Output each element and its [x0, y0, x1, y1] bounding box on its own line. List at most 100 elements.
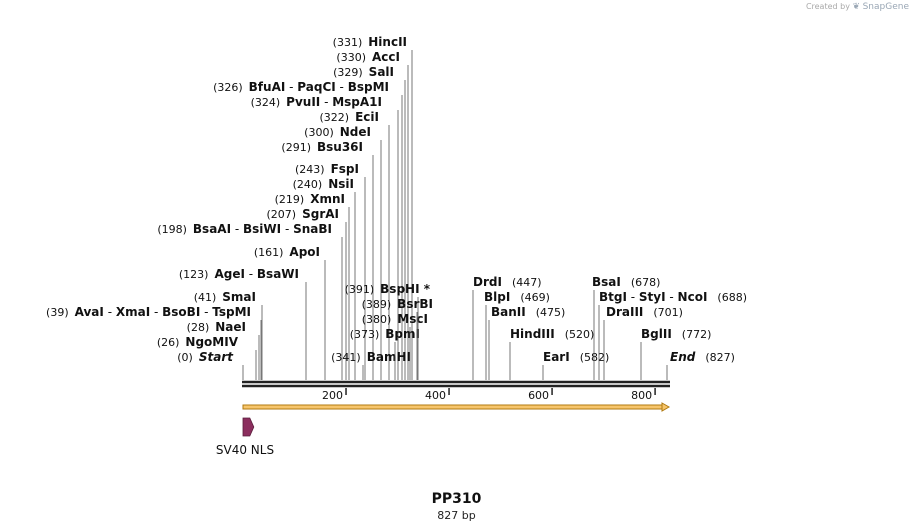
- enzyme-name: BfuAI: [249, 80, 286, 94]
- site-names: BsaAI - BsiWI - SnaBI: [193, 222, 332, 236]
- enzyme-name: PaqCI: [297, 80, 335, 94]
- restriction-site[interactable]: MscI (380): [362, 312, 428, 380]
- restriction-site[interactable]: DrdI (447): [472, 275, 542, 380]
- enzyme-name: AvaI: [75, 305, 104, 319]
- ruler-tick-label: 600: [528, 389, 549, 402]
- site-position: (373): [350, 328, 380, 341]
- enzyme-name: MspA1I: [332, 95, 382, 109]
- snapgene-logo-icon: ❦: [852, 2, 861, 12]
- restriction-site[interactable]: BglII (772): [640, 327, 711, 380]
- restriction-site[interactable]: PvuII - MspA1I (324): [251, 95, 399, 380]
- site-position: (198): [157, 223, 187, 236]
- restriction-site[interactable]: HincII (331): [333, 35, 413, 380]
- restriction-site[interactable]: BsrBI (389): [362, 297, 433, 380]
- site-position: (123): [179, 268, 209, 281]
- restriction-site[interactable]: NsiI (240): [293, 177, 356, 380]
- enzyme-name: PvuII: [286, 95, 320, 109]
- site-names: End: [670, 350, 696, 364]
- restriction-site[interactable]: NaeI (28): [187, 320, 260, 380]
- site-position: (447): [512, 276, 542, 289]
- enzyme-name: NsiI: [328, 177, 354, 191]
- site-position: (300): [304, 126, 334, 139]
- restriction-site[interactable]: BsaI (678): [592, 275, 660, 380]
- enzyme-name: SmaI: [222, 290, 256, 304]
- restriction-site[interactable]: AccI (330): [336, 50, 409, 380]
- restriction-site[interactable]: BamHI (341): [331, 350, 411, 380]
- restriction-site[interactable]: End (827): [666, 350, 735, 380]
- enzyme-name: BsiWI: [243, 222, 281, 236]
- site-names: AccI: [372, 50, 400, 64]
- orf-arrow-head: [661, 402, 671, 412]
- enzyme-name: XmaI: [116, 305, 150, 319]
- enzyme-name: BsaI: [592, 275, 621, 289]
- restriction-site[interactable]: DraIII (701): [603, 305, 683, 380]
- enzyme-name: BlpI: [484, 290, 510, 304]
- site-position: (827): [705, 351, 735, 364]
- site-position: (28): [187, 321, 210, 334]
- site-position: (475): [536, 306, 566, 319]
- enzyme-name: BsoBI: [162, 305, 200, 319]
- site-position: (322): [320, 111, 350, 124]
- enzyme-name: FspI: [331, 162, 359, 176]
- feature-arrow: [242, 417, 255, 437]
- restriction-site[interactable]: EarI (582): [542, 350, 609, 380]
- enzyme-name: BglII: [641, 327, 672, 341]
- enzyme-name: StyI: [639, 290, 666, 304]
- enzyme-name: SgrAI: [302, 207, 339, 221]
- restriction-site[interactable]: FspI (243): [295, 162, 366, 380]
- restriction-site[interactable]: XmnI (219): [275, 192, 350, 380]
- site-position: (331): [333, 36, 363, 49]
- site-star-marker: *: [420, 282, 431, 296]
- enzyme-name: BsaAI: [193, 222, 231, 236]
- site-names: AvaI - XmaI - BsoBI - TspMI: [75, 305, 251, 319]
- restriction-site[interactable]: NgoMIV (26): [157, 335, 257, 380]
- site-names: NsiI: [328, 177, 354, 191]
- site-names: Bsu36I: [317, 140, 363, 154]
- restriction-site[interactable]: EciI (322): [320, 110, 390, 380]
- site-names: BlpI: [484, 290, 510, 304]
- enzyme-name: TspMI: [212, 305, 251, 319]
- restriction-site[interactable]: BspHI * (391): [345, 282, 431, 380]
- snapgene-credit: Created by ❦ SnapGene: [806, 2, 909, 12]
- restriction-site[interactable]: NdeI (300): [304, 125, 382, 380]
- restriction-site[interactable]: AgeI - BsaWI (123): [179, 267, 307, 380]
- enzyme-name: BspMI: [348, 80, 389, 94]
- site-position: (380): [362, 313, 392, 326]
- enzyme-name: SalI: [369, 65, 394, 79]
- enzyme-name: NgoMIV: [185, 335, 238, 349]
- restriction-site[interactable]: Bsu36I (291): [281, 140, 374, 380]
- restriction-site[interactable]: Start (0): [177, 350, 244, 380]
- site-position: (161): [254, 246, 284, 259]
- site-names: BamHI: [367, 350, 411, 364]
- site-position: (207): [267, 208, 297, 221]
- restriction-site[interactable]: SgrAI (207): [267, 207, 347, 380]
- restriction-site[interactable]: BanII (475): [488, 305, 566, 380]
- credit-prefix: Created by: [805, 2, 850, 11]
- feature-sv40-nls[interactable]: SV40 NLS: [216, 417, 274, 457]
- enzyme-name: BsaWI: [257, 267, 299, 281]
- site-names: XmnI: [310, 192, 345, 206]
- restriction-site[interactable]: BpmI (373): [350, 327, 420, 380]
- site-names: FspI: [331, 162, 359, 176]
- restriction-site[interactable]: BfuAI - PaqCI - BspMI (326): [213, 80, 403, 380]
- site-names: HincII: [368, 35, 407, 49]
- restriction-site[interactable]: BlpI (469): [484, 290, 550, 380]
- site-position: (688): [717, 291, 747, 304]
- restriction-site[interactable]: ApoI (161): [254, 245, 326, 380]
- site-names: BanII: [491, 305, 526, 319]
- restriction-site[interactable]: SmaI (41): [194, 290, 263, 380]
- site-names: NgoMIV: [185, 335, 238, 349]
- site-position: (520): [565, 328, 595, 341]
- restriction-site[interactable]: BtgI - StyI - NcoI (688): [598, 290, 747, 380]
- restriction-site[interactable]: HindIII (520): [509, 327, 595, 380]
- site-position: (329): [333, 66, 363, 79]
- enzyme-name: ApoI: [289, 245, 320, 259]
- site-names: DraIII: [606, 305, 643, 319]
- site-names: SalI: [369, 65, 394, 79]
- site-position: (389): [362, 298, 392, 311]
- site-names: AgeI - BsaWI: [214, 267, 299, 281]
- restriction-site[interactable]: SalI (329): [333, 65, 406, 380]
- restriction-site[interactable]: BsaAI - BsiWI - SnaBI (198): [157, 222, 343, 380]
- restriction-site[interactable]: AvaI - XmaI - BsoBI - TspMI (39): [46, 305, 262, 380]
